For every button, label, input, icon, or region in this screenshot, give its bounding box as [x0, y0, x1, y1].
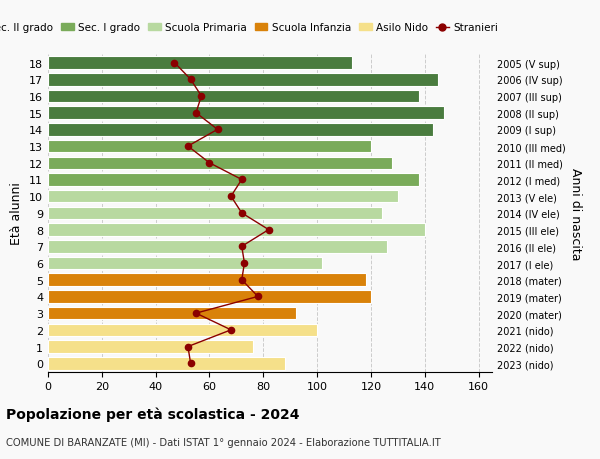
Bar: [48, 224, 425, 236]
Bar: [48, 274, 365, 286]
Y-axis label: Anni di nascita: Anni di nascita: [569, 167, 582, 260]
Bar: [48, 90, 419, 103]
Legend: Sec. II grado, Sec. I grado, Scuola Primaria, Scuola Infanzia, Asilo Nido, Stran: Sec. II grado, Sec. I grado, Scuola Prim…: [0, 19, 502, 37]
Text: Popolazione per età scolastica - 2024: Popolazione per età scolastica - 2024: [6, 406, 299, 421]
Bar: [48, 190, 398, 203]
Bar: [48, 357, 285, 369]
Bar: [48, 107, 443, 120]
Text: COMUNE DI BARANZATE (MI) - Dati ISTAT 1° gennaio 2024 - Elaborazione TUTTITALIA.: COMUNE DI BARANZATE (MI) - Dati ISTAT 1°…: [6, 437, 441, 447]
Bar: [48, 57, 352, 70]
Bar: [48, 324, 317, 336]
Bar: [48, 74, 438, 86]
Bar: [48, 207, 382, 220]
Bar: [48, 157, 392, 170]
Bar: [48, 341, 253, 353]
Bar: [48, 140, 371, 153]
Bar: [48, 307, 296, 320]
Bar: [48, 241, 387, 253]
Bar: [48, 291, 371, 303]
Y-axis label: Età alunni: Età alunni: [10, 182, 23, 245]
Bar: [48, 124, 433, 136]
Bar: [48, 257, 322, 270]
Bar: [48, 174, 419, 186]
